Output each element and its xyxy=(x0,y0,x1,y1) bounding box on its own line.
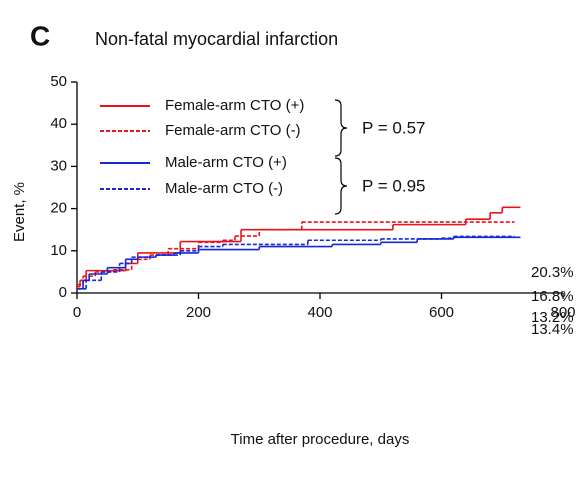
legend-label: Male-arm CTO (-) xyxy=(165,180,283,197)
y-tick-label: 0 xyxy=(59,284,67,301)
end-label: 16.8% xyxy=(531,288,574,305)
x-tick-label: 800 xyxy=(550,304,575,321)
y-tick-label: 30 xyxy=(50,157,67,174)
x-tick-label: 0 xyxy=(73,304,81,321)
panel-label: C xyxy=(30,20,50,51)
x-tick-label: 600 xyxy=(429,304,454,321)
y-tick-label: 10 xyxy=(50,242,67,259)
y-tick-label: 20 xyxy=(50,200,67,217)
end-label: 13.4% xyxy=(531,321,574,338)
y-tick-label: 50 xyxy=(50,73,67,90)
legend-label: Female-arm CTO (-) xyxy=(165,122,301,139)
p-value: P = 0.57 xyxy=(362,118,426,137)
x-tick-label: 200 xyxy=(186,304,211,321)
x-axis-label: Time after procedure, days xyxy=(231,431,410,448)
y-tick-label: 40 xyxy=(50,115,67,132)
p-value: P = 0.95 xyxy=(362,176,426,195)
chart-title: Non-fatal myocardial infarction xyxy=(95,29,338,49)
brace xyxy=(334,99,348,157)
y-axis-label: Event, % xyxy=(11,182,28,242)
end-label: 20.3% xyxy=(531,264,574,281)
legend-label: Female-arm CTO (+) xyxy=(165,97,304,114)
end-label: 13.2% xyxy=(531,309,574,326)
legend-label: Male-arm CTO (+) xyxy=(165,154,287,171)
x-tick-label: 400 xyxy=(307,304,332,321)
brace xyxy=(334,157,348,215)
